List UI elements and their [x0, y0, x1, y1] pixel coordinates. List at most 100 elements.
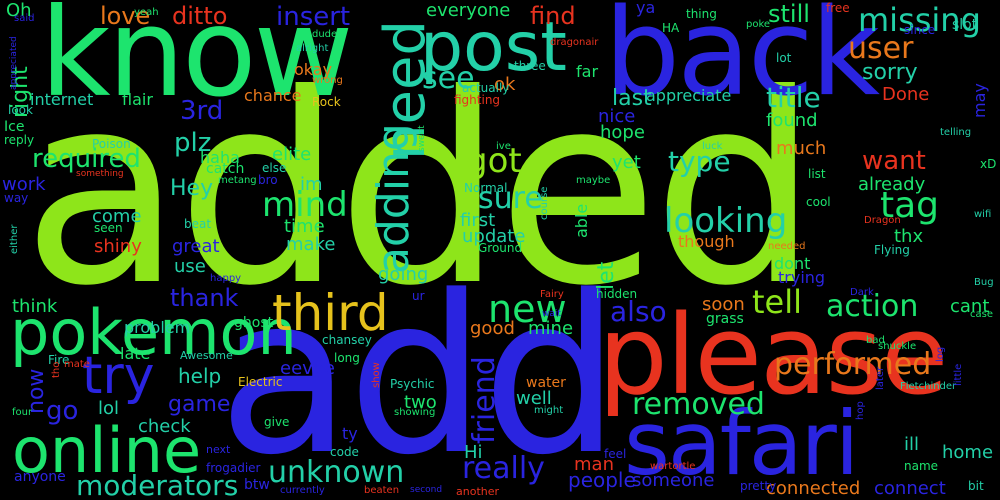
word-great: great: [172, 236, 220, 257]
word-game: game: [168, 392, 231, 417]
word-show: show: [371, 362, 382, 388]
word-back: back: [604, 0, 880, 123]
word-dragon: Dragon: [864, 215, 901, 226]
word-update: update: [462, 226, 526, 247]
word-adding: adding: [368, 123, 419, 274]
word-course: course: [539, 186, 550, 220]
word-beaten: beaten: [364, 485, 400, 496]
word-ya: ya: [636, 0, 656, 17]
word-thx: thx: [894, 226, 924, 247]
word-post: post: [420, 8, 567, 87]
word-found: found: [766, 110, 818, 131]
word-first: first: [460, 210, 496, 231]
word-dragonair: dragonair: [550, 37, 599, 48]
word-another: another: [456, 485, 500, 498]
word-required: required: [32, 144, 141, 174]
word-eevee: eevee: [280, 358, 335, 379]
word-way: way: [4, 191, 29, 205]
word-action: action: [826, 289, 919, 324]
word-type: type: [668, 145, 731, 178]
word-happy: happy: [210, 273, 242, 284]
word-maybe: maybe: [576, 175, 611, 186]
word-done: Done: [882, 84, 930, 105]
word-friend: friend: [467, 356, 502, 444]
word-haha: haha: [200, 148, 240, 167]
word-think: think: [12, 296, 58, 317]
word-second: second: [410, 485, 443, 495]
word-ice: Ice: [4, 119, 25, 135]
word-dude: dude: [312, 29, 338, 40]
word-free: free: [826, 1, 850, 15]
word-tag: tag: [880, 185, 940, 226]
word-two: two: [404, 392, 437, 413]
word-everyone: everyone: [426, 0, 511, 21]
word-able: able: [572, 203, 591, 238]
word-lol: lol: [98, 398, 120, 419]
word-reply: reply: [4, 133, 35, 147]
word-needed: needed: [768, 241, 806, 252]
word-come: come: [92, 206, 142, 227]
word-shuckle: shuckle: [878, 341, 917, 352]
word-sweet: sweet: [417, 125, 427, 152]
word-new: new: [488, 287, 567, 331]
word-moderators: moderators: [76, 469, 239, 500]
word-pokemon: pokemon: [10, 296, 297, 369]
word-third: third: [272, 284, 389, 342]
word-frogadier: frogadier: [206, 461, 261, 475]
word-yet: yet: [612, 152, 641, 173]
word-help: help: [178, 364, 222, 388]
word-add: add: [218, 250, 620, 500]
word-work: work: [2, 174, 46, 195]
word-psychic: Psychic: [390, 377, 435, 391]
word-yeah: yeah: [134, 7, 159, 18]
word-poke: poke: [746, 19, 771, 30]
word-ok: ok: [494, 74, 516, 95]
word-wartortle: wartortle: [650, 461, 696, 472]
word-btw: btw: [244, 477, 270, 493]
word-user: user: [848, 31, 914, 66]
word-unknown: unknown: [268, 455, 405, 490]
word-appreciate: appreciate: [646, 86, 732, 105]
word-hope: hope: [600, 122, 645, 143]
word-poison: Poison: [92, 137, 131, 151]
word-let: let: [594, 261, 619, 290]
word-ground: Ground: [478, 241, 523, 255]
word-thing: thing: [686, 7, 717, 21]
word-dont: dont: [774, 254, 811, 273]
word-mate: mate: [64, 359, 90, 370]
word-anyone: anyone: [14, 469, 66, 485]
word-hey: Hey: [170, 176, 214, 201]
word-luck: luck: [702, 141, 723, 152]
word-bug: Bug: [974, 277, 994, 288]
word-chance: chance: [244, 86, 302, 105]
word-ghost: ghost: [234, 315, 274, 331]
word-3rd: 3rd: [180, 96, 224, 126]
word-hidden: hidden: [596, 287, 638, 301]
word-three: three: [514, 59, 546, 73]
word-later: later: [875, 366, 886, 390]
word-wifi: wifi: [974, 209, 992, 220]
word-fletchinder: Fletchinder: [900, 381, 957, 392]
word-name: name: [904, 459, 939, 473]
word-bit: bit: [968, 479, 984, 493]
word-going: going: [378, 264, 429, 285]
word-sorry: sorry: [862, 60, 918, 85]
word-list: list: [808, 167, 826, 181]
word-said: said: [14, 13, 35, 24]
word-xd: xD: [980, 157, 997, 171]
word-plz: plz: [174, 128, 212, 158]
word-make: make: [286, 234, 336, 255]
word-little: little: [953, 363, 964, 386]
word-appreciated: appreciated: [9, 36, 19, 90]
word-nice: nice: [598, 106, 636, 127]
word-ditto: ditto: [172, 2, 228, 30]
word-use: use: [174, 256, 206, 277]
word-something: something: [76, 169, 124, 179]
word-removed: removed: [632, 387, 765, 422]
word-love: love: [100, 2, 151, 30]
word-cool: cool: [806, 195, 831, 209]
word-metang: metang: [218, 175, 257, 186]
word-ty: ty: [342, 424, 358, 443]
word-check: check: [138, 416, 191, 437]
word-telling: telling: [940, 127, 972, 138]
